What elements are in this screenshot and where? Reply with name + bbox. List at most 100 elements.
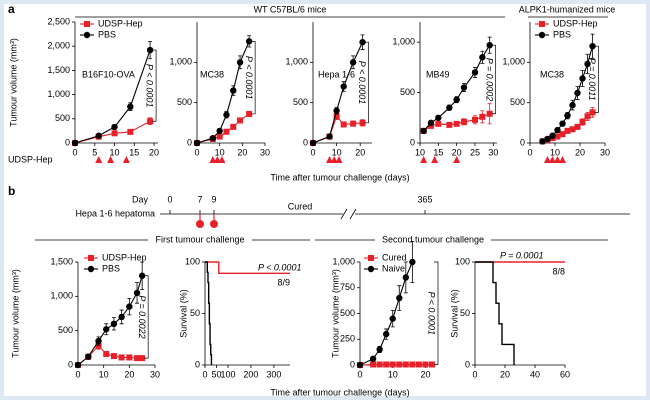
y-tick-label: 50 — [190, 308, 200, 318]
timeline-tick-label: 9 — [211, 194, 216, 204]
y-tick-label: 0 — [65, 137, 70, 147]
y-tick-label: 1,500 — [50, 256, 73, 266]
x-tick-label: 0 — [72, 147, 77, 157]
x-tick-label: 100 — [220, 369, 235, 379]
x-tick-label: 20 — [420, 369, 430, 379]
y-tick-label: 0 — [520, 137, 525, 147]
significance-bracket — [144, 275, 149, 359]
y-tick-label: 100 — [455, 256, 470, 266]
data-marker — [389, 361, 396, 368]
y-tick-label: 500 — [58, 325, 73, 335]
legend-label: PBS — [98, 29, 116, 39]
legend-label: PBS — [102, 263, 120, 273]
fraction-label: 8/8 — [552, 266, 565, 276]
data-marker — [554, 133, 561, 140]
legend-marker — [368, 255, 374, 261]
data-marker — [579, 75, 586, 82]
legend-label: UDSP-Hep — [102, 252, 147, 262]
significance-bracket — [251, 41, 256, 115]
timeline-day-label: Day — [132, 194, 149, 204]
y-tick-label: 0 — [350, 359, 355, 369]
data-marker — [133, 289, 141, 297]
label-backdrop — [148, 232, 252, 246]
panel-label: b — [8, 184, 15, 198]
treatment-arrow — [209, 156, 217, 163]
data-marker — [396, 294, 403, 302]
series-line — [475, 261, 515, 365]
data-marker — [333, 113, 340, 120]
x-axis-label: Time after tumour challenge (days) — [270, 172, 409, 182]
data-marker — [409, 258, 416, 266]
y-tick-label: 0 — [68, 359, 73, 369]
data-marker — [209, 134, 217, 142]
y-tick-label: 2,000 — [47, 41, 70, 51]
dose-marker — [210, 220, 218, 228]
figure-background — [4, 4, 646, 396]
treatment-arrow — [122, 156, 130, 163]
x-tick-label: 0 — [202, 369, 207, 379]
data-marker — [564, 127, 571, 134]
treatment-arrow — [453, 156, 461, 163]
data-marker — [127, 128, 134, 135]
timeline-tick-label: 7 — [197, 194, 202, 204]
timeline-model: Hepa 1-6 hepatoma — [75, 208, 155, 218]
x-tick-label: 0 — [472, 369, 477, 379]
p-value: P < 0.0001 — [427, 292, 437, 335]
treatment-label: UDSP-Hep — [8, 154, 53, 164]
label-backdrop — [375, 232, 491, 246]
data-marker — [435, 120, 442, 127]
data-marker — [95, 337, 102, 345]
y-tick-label: 100 — [185, 256, 200, 266]
data-marker — [589, 109, 596, 116]
data-marker — [579, 119, 586, 126]
legend-marker — [87, 265, 95, 273]
y-tick-label: 0 — [187, 137, 192, 147]
data-marker — [236, 59, 244, 66]
legend-marker — [83, 31, 91, 39]
x-tick-label: 20 — [124, 369, 134, 379]
treatment-arrow — [326, 156, 334, 163]
data-marker — [569, 126, 576, 133]
data-marker — [349, 59, 357, 66]
data-marker — [369, 355, 377, 363]
data-marker — [309, 139, 317, 147]
y-tick-label: 1,000 — [392, 37, 415, 47]
legend-marker — [367, 265, 375, 273]
data-marker — [574, 89, 581, 97]
timeline-cured: Cured — [288, 201, 313, 211]
y-tick-label: 500 — [340, 308, 355, 318]
data-marker — [95, 132, 102, 139]
x-tick-label: 300 — [266, 369, 281, 379]
y-tick-label: 1,000 — [50, 291, 73, 301]
x-tick-label: 30 — [488, 147, 498, 157]
data-marker — [103, 326, 110, 333]
data-marker — [554, 126, 561, 134]
y-tick-label: 1,000 — [169, 57, 192, 67]
x-tick-label: 10 — [550, 147, 560, 157]
x-tick-label: 20 — [452, 147, 462, 157]
data-marker — [402, 361, 409, 368]
legend-label: PBS — [553, 29, 571, 39]
data-marker — [139, 355, 146, 362]
dose-marker — [196, 220, 204, 228]
treatment-arrow — [420, 156, 428, 163]
data-marker — [216, 127, 223, 135]
treatment-arrow — [559, 156, 566, 163]
p-value: P = 0.0001 — [500, 250, 543, 260]
series-line — [205, 261, 290, 275]
data-marker — [147, 118, 154, 125]
data-marker — [246, 110, 253, 117]
data-marker — [138, 272, 146, 279]
data-marker — [389, 315, 396, 322]
group-header: ALPK1-humanized mice — [519, 4, 616, 14]
y-axis-label: Tumour volume (mm³) — [330, 269, 340, 358]
legend-label: Cured — [382, 252, 407, 262]
data-marker — [118, 313, 125, 321]
data-marker — [359, 119, 366, 126]
data-marker — [461, 118, 467, 125]
data-marker — [383, 361, 390, 368]
significance-bracket — [491, 44, 497, 115]
y-tick-label: 1,000 — [47, 89, 70, 99]
data-marker — [127, 103, 134, 110]
data-marker — [74, 361, 82, 369]
